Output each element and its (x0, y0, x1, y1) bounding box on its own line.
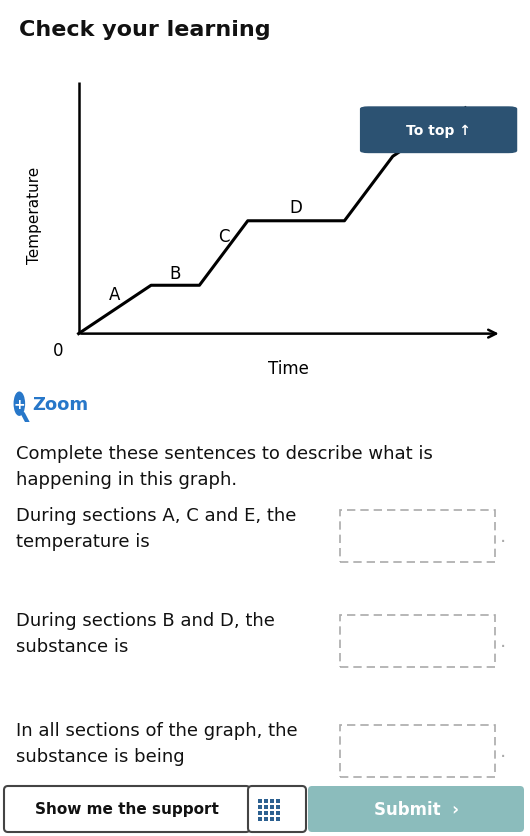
Text: happening in this graph.: happening in this graph. (16, 471, 237, 488)
Bar (276, 799, 280, 803)
Text: Temperature: Temperature (28, 166, 42, 263)
Text: Complete these sentences to describe what is: Complete these sentences to describe wha… (16, 445, 433, 462)
Bar (264, 799, 268, 803)
Text: Check your learning: Check your learning (19, 20, 270, 40)
Text: During sections A, C and E, the: During sections A, C and E, the (16, 507, 296, 524)
Text: substance is being: substance is being (16, 747, 184, 765)
Text: A: A (109, 286, 120, 303)
FancyBboxPatch shape (4, 786, 250, 832)
Bar (270, 817, 274, 821)
Bar (264, 811, 268, 815)
FancyBboxPatch shape (248, 786, 306, 832)
Bar (276, 811, 280, 815)
FancyBboxPatch shape (308, 786, 524, 832)
Text: To top ↑: To top ↑ (406, 124, 471, 138)
Text: Time: Time (268, 359, 310, 377)
Text: Show me the support: Show me the support (35, 802, 219, 817)
Text: .: . (500, 742, 506, 761)
Text: During sections B and D, the: During sections B and D, the (16, 611, 275, 630)
Bar (258, 805, 262, 809)
Text: B: B (170, 265, 181, 283)
Bar (258, 799, 262, 803)
Bar (276, 805, 280, 809)
Bar (340, 725, 495, 777)
Text: 0: 0 (53, 341, 64, 359)
Bar (258, 811, 262, 815)
Text: E: E (426, 120, 437, 138)
Text: temperature is: temperature is (16, 533, 150, 550)
Bar (270, 799, 274, 803)
Text: +: + (14, 397, 25, 411)
Text: substance is: substance is (16, 637, 128, 655)
Text: D: D (290, 199, 303, 217)
Text: .: . (500, 527, 506, 546)
Bar (270, 811, 274, 815)
Bar (276, 817, 280, 821)
FancyBboxPatch shape (360, 107, 517, 154)
Text: Submit  ›: Submit › (374, 800, 458, 818)
Text: Zoom: Zoom (32, 395, 88, 413)
Bar (264, 817, 268, 821)
Bar (258, 817, 262, 821)
Bar (264, 805, 268, 809)
Text: .: . (500, 632, 506, 650)
Text: C: C (218, 227, 229, 246)
Bar (340, 510, 495, 562)
Bar (340, 615, 495, 667)
Circle shape (14, 393, 24, 415)
Bar (270, 805, 274, 809)
Text: In all sections of the graph, the: In all sections of the graph, the (16, 721, 298, 739)
